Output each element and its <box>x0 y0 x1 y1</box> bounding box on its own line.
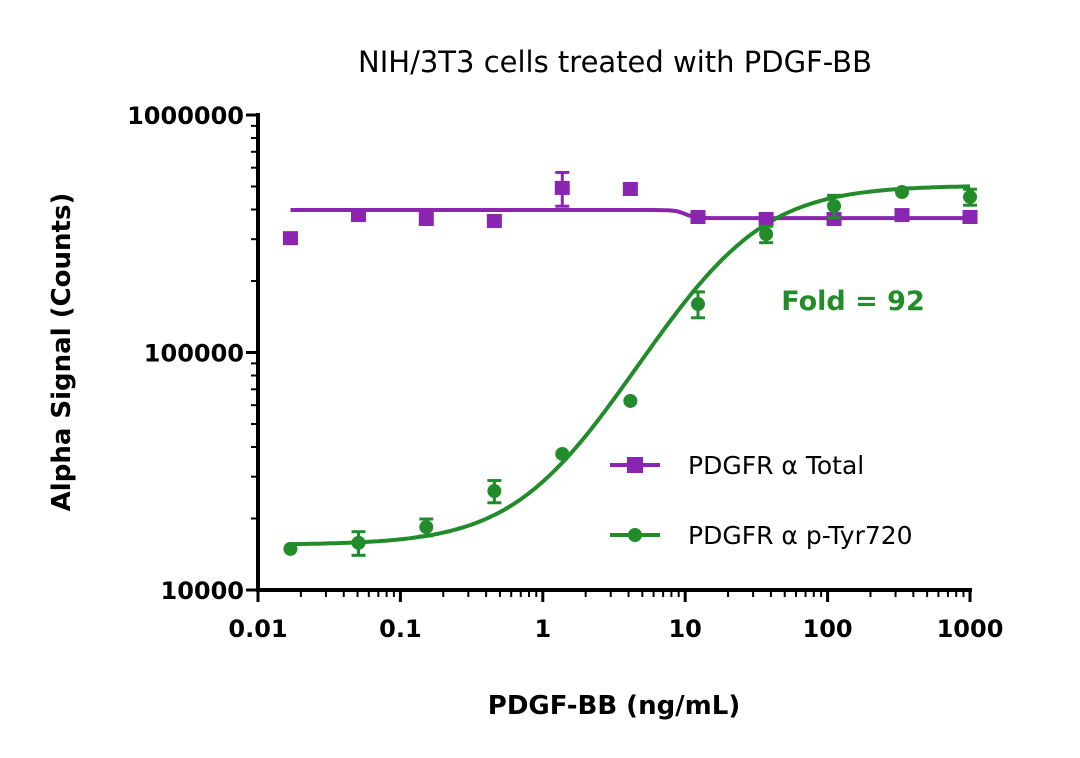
legend: PDGFR α Total PDGFR α p-Tyr720 <box>610 451 913 550</box>
legend-marker-ptyr <box>628 528 642 542</box>
data-point-ptyr <box>827 198 842 213</box>
x-tick-label: 1000 <box>937 615 1004 643</box>
data-point-ptyr <box>283 541 298 556</box>
legend-label-total: PDGFR α Total <box>688 451 864 480</box>
data-point-ptyr <box>691 297 706 312</box>
data-point-ptyr <box>487 484 502 499</box>
x-tick-label: 100 <box>803 615 853 643</box>
legend-marker-total <box>627 457 643 473</box>
data-point-ptyr <box>759 227 774 242</box>
data-point-total <box>554 180 570 195</box>
data-point-total <box>758 211 774 226</box>
x-tick-label: 1 <box>534 615 551 643</box>
fold-annotation: Fold = 92 <box>781 286 924 317</box>
data-point-ptyr <box>555 446 570 461</box>
x-tick-label: 0.01 <box>228 615 287 643</box>
data-point-total <box>282 231 298 246</box>
legend-label-ptyr: PDGFR α p-Tyr720 <box>688 521 913 550</box>
x-axis-label: PDGF-BB (ng/mL) <box>488 691 740 721</box>
data-point-ptyr <box>351 535 366 550</box>
data-point-total <box>486 213 502 228</box>
data-point-total <box>962 209 978 224</box>
data-point-total <box>894 208 910 223</box>
y-axis-label: Alpha Signal (Counts) <box>47 193 77 512</box>
chart-title: NIH/3T3 cells treated with PDGF-BB <box>358 45 872 79</box>
data-point-ptyr <box>963 189 977 204</box>
axes: 0.01 0.1 1 10 100 1000 10000 100000 1000000 <box>127 102 1003 643</box>
data-point-ptyr <box>894 185 909 200</box>
data-point-ptyr <box>623 393 638 408</box>
fit-curve-1 <box>290 184 970 547</box>
y-tick-label: 10000 <box>161 577 245 605</box>
data-point-total <box>351 208 367 223</box>
y-tick-label: 1000000 <box>127 102 244 130</box>
y-tick-label: 100000 <box>144 340 244 368</box>
data-point-total <box>418 211 434 226</box>
plot-marks <box>282 170 978 557</box>
x-tick-label: 0.1 <box>379 615 422 643</box>
data-point-total <box>690 209 706 224</box>
data-point-ptyr <box>419 520 434 535</box>
x-tick-label: 10 <box>668 615 701 643</box>
data-point-total <box>622 182 638 197</box>
fit-curve-0 <box>290 208 970 221</box>
